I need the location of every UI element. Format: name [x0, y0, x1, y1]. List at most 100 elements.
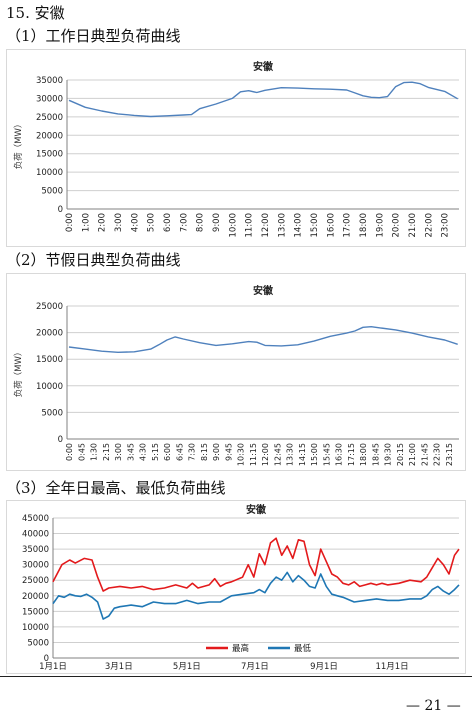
chart1-y-tick-label: 35000: [36, 76, 63, 86]
chart2-y-axis-label: 负荷（MW）: [13, 348, 24, 398]
chart2-y-tick-label: 10000: [36, 382, 63, 392]
chart2-x-tick-label: 21:00: [408, 443, 417, 466]
chart2-x-tick-label: 4:30: [139, 443, 148, 461]
chart2-x-tick-label: 17:15: [347, 443, 356, 466]
chart3-y-tick-label: 15000: [22, 607, 49, 617]
chart2-x-tick-label: 7:30: [188, 443, 197, 461]
chart2-series-line-series-1: [68, 326, 458, 354]
chart2-y-tick-label: 5000: [41, 408, 63, 418]
chart1-x-tick-label: 22:00: [424, 213, 434, 238]
workday-load-chart-svg: 安徽 0 5000 10000 15000 20000 25000 30000 35000 负荷（…: [13, 60, 459, 238]
annual-max-min-load-chart: 安徽 0 5000 10000 15000 20000 25000 30000 35000 400…: [6, 500, 466, 674]
chart2-x-tick-label: 13:30: [286, 443, 295, 466]
chart1-x-tick-label: 20:00: [392, 213, 402, 238]
chart3-x-tick-label: 11月1日: [375, 662, 408, 672]
chart3-y-tick-label: 5000: [27, 638, 49, 648]
chart3-series-line-最高: [52, 537, 460, 592]
chart2-x-tick-label: 21:45: [420, 443, 429, 466]
chart1-x-tick-label: 18:00: [359, 213, 369, 238]
chart3-y-tick-label: 10000: [22, 623, 49, 633]
chart2-y-tick-label: 15000: [36, 355, 63, 365]
chart1-x-tick-label: 4:00: [130, 213, 140, 232]
chart1-x-tick-label: 1:00: [81, 213, 91, 232]
workday-load-chart: 安徽 0 5000 10000 15000 20000 25000 30000 35000 负荷（…: [6, 49, 466, 247]
chart2-x-tick-label: 8:15: [200, 443, 209, 461]
chart2-x-tick-label: 18:00: [359, 443, 368, 466]
chart3-y-tick-label: 20000: [22, 592, 49, 602]
chart1-x-tick-label: 6:00: [163, 213, 173, 232]
chart3-y-tick-label: 0: [44, 654, 49, 664]
chart1-y-tick-label: 5000: [41, 187, 63, 197]
chart2-x-tick-label: 3:45: [126, 443, 135, 461]
chart3-y-tick-label: 30000: [22, 561, 49, 571]
chart3-x-tick-label: 3月1日: [105, 662, 133, 672]
chart1-x-tick-label: 13:00: [277, 213, 287, 238]
chart2-x-tick-label: 3:00: [114, 443, 123, 461]
chart1-y-tick-label: 0: [58, 205, 63, 215]
chart1-x-tick-label: 23:00: [441, 213, 451, 238]
chart2-y-tick-label: 0: [58, 435, 63, 445]
chart1-x-tick-label: 21:00: [408, 213, 418, 238]
chart3-y-tick-label: 40000: [22, 530, 49, 540]
chart3-x-tick-label: 1月1日: [39, 662, 67, 672]
chart2-x-tick-label: 1:30: [90, 443, 99, 461]
chart3-y-tick-label: 35000: [22, 545, 49, 555]
chart1-y-tick-label: 15000: [36, 150, 63, 160]
section-1-heading: （1）工作日典型负荷曲线: [6, 27, 181, 45]
chart1-y-tick-label: 25000: [36, 113, 63, 123]
chart1-x-tick-label: 16:00: [326, 213, 336, 238]
chart1-x-tick-label: 10:00: [228, 213, 238, 238]
page-heading: 15. 安徽: [6, 4, 65, 22]
chart3-y-tick-label: 25000: [22, 576, 49, 586]
chart2-x-tick-label: 16:30: [335, 443, 344, 466]
chart3-x-tick-label: 7月1日: [241, 662, 269, 672]
chart1-y-axis-label: 负荷（MW）: [13, 120, 24, 170]
chart1-x-tick-label: 12:00: [261, 213, 271, 238]
section-3-heading: （3）全年日最高、最低负荷曲线: [6, 479, 226, 497]
chart2-x-tick-label: 20:15: [396, 443, 405, 466]
chart2-x-tick-label: 12:45: [273, 443, 282, 466]
chart1-x-tick-label: 15:00: [310, 213, 320, 238]
chart2-x-tick-label: 19:30: [384, 443, 393, 466]
chart1-y-tick-label: 10000: [36, 168, 63, 178]
holiday-load-chart: 安徽 0 5000 10000 15000 20000 25000 负荷（MW） 0:00 0:4…: [6, 273, 466, 471]
chart1-x-tick-label: 8:00: [196, 213, 206, 232]
chart1-x-tick-label: 19:00: [375, 213, 385, 238]
chart2-x-tick-label: 9:00: [212, 443, 221, 461]
chart2-x-tick-label: 0:00: [65, 443, 74, 461]
chart3-series-line-最低: [52, 571, 460, 620]
chart2-x-tick-label: 2:15: [102, 443, 111, 461]
chart2-x-tick-label: 18:45: [371, 443, 380, 466]
chart1-title: 安徽: [253, 60, 274, 73]
chart2-x-tick-label: 11:15: [249, 443, 258, 466]
chart1-x-tick-label: 3:00: [114, 213, 124, 232]
chart2-x-tick-label: 22:30: [433, 443, 442, 466]
chart2-y-tick-label: 20000: [36, 329, 63, 339]
chart1-series-line-series-1: [68, 81, 459, 118]
footer-divider: [0, 676, 472, 677]
chart2-title: 安徽: [253, 284, 274, 297]
chart2-x-tick-label: 23:15: [445, 443, 454, 466]
chart1-x-tick-label: 11:00: [245, 213, 255, 238]
chart2-x-tick-label: 0:45: [77, 443, 86, 461]
holiday-load-chart-svg: 安徽 0 5000 10000 15000 20000 25000 负荷（MW） 0:00 0:4…: [13, 284, 459, 466]
chart2-x-tick-label: 9:45: [224, 443, 233, 461]
chart2-x-tick-label: 6:45: [175, 443, 184, 461]
page-number: — 21 —: [406, 698, 461, 714]
chart1-x-tick-label: 17:00: [343, 213, 353, 238]
annual-load-chart-svg: 安徽 0 5000 10000 15000 20000 25000 30000 35000 400…: [22, 503, 460, 672]
chart3-title: 安徽: [246, 503, 267, 516]
chart1-x-tick-label: 5:00: [147, 213, 157, 232]
chart1-x-tick-label: 2:00: [98, 213, 108, 232]
chart1-x-tick-label: 0:00: [65, 213, 75, 232]
chart2-x-tick-label: 15:45: [322, 443, 331, 466]
chart1-y-tick-label: 30000: [36, 94, 63, 104]
chart2-x-tick-label: 5:15: [151, 443, 160, 461]
chart2-x-tick-label: 15:00: [310, 443, 319, 466]
chart3-legend-label: 最高: [232, 643, 249, 654]
chart3-legend-label: 最低: [294, 643, 312, 654]
chart1-x-tick-label: 7:00: [179, 213, 189, 232]
chart1-x-tick-label: 9:00: [212, 213, 222, 232]
chart2-x-tick-label: 12:00: [261, 443, 270, 466]
chart2-x-tick-label: 6:00: [163, 443, 172, 461]
